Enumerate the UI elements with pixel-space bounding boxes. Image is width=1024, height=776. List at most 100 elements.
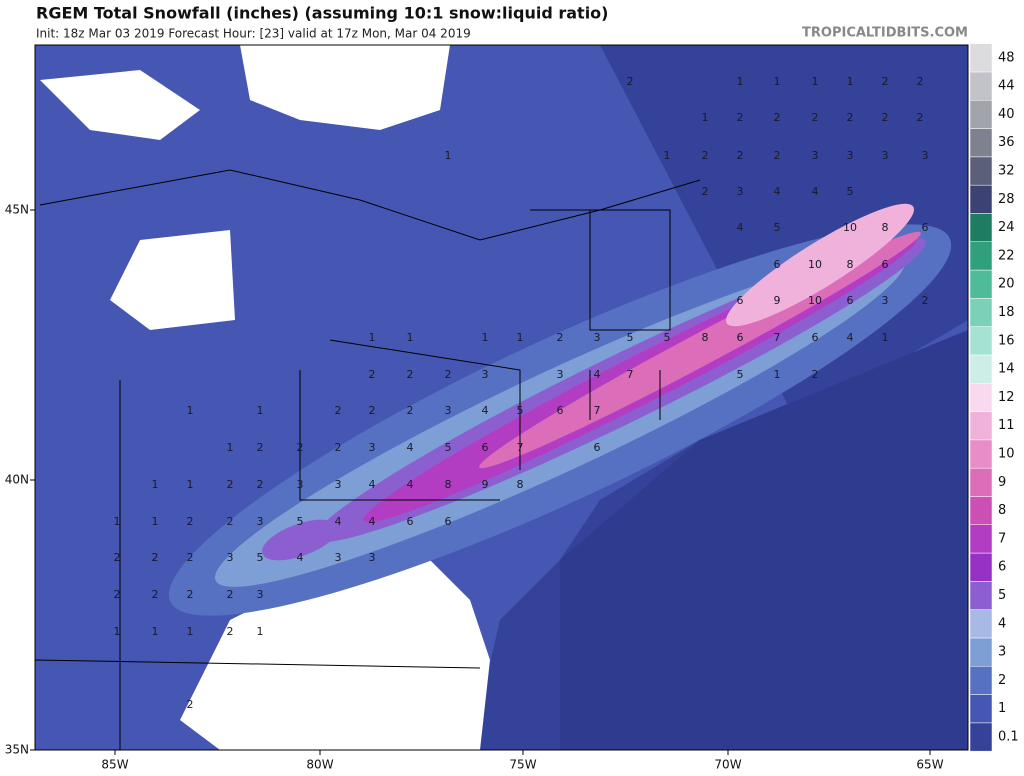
snow-amount-label: 3 (737, 185, 744, 198)
snow-amount-label: 4 (369, 515, 376, 528)
snow-amount-label: 7 (627, 368, 634, 381)
snow-amount-label: 3 (257, 515, 264, 528)
colorbar-swatch (969, 496, 993, 526)
snow-amount-label: 1 (482, 331, 489, 344)
snow-amount-label: 2 (227, 515, 234, 528)
colorbar-label: 20 (998, 277, 1015, 292)
colorbar-swatch (969, 326, 993, 356)
colorbar-label: 3 (998, 645, 1006, 660)
snow-amount-label: 2 (152, 588, 159, 601)
snow-amount-label: 8 (847, 258, 854, 271)
snow-amount-label: 2 (187, 515, 194, 528)
snow-amount-label: 6 (594, 441, 601, 454)
snow-amount-label: 6 (812, 331, 819, 344)
snow-amount-label: 1 (774, 368, 781, 381)
colorbar-label: 11 (998, 418, 1015, 433)
snow-amount-label: 6 (407, 515, 414, 528)
snow-amount-label: 6 (557, 404, 564, 417)
colorbar-label: 14 (998, 362, 1015, 377)
snow-amount-label: 3 (297, 478, 304, 491)
snow-amount-label: 2 (407, 368, 414, 381)
snow-amount-label: 6 (482, 441, 489, 454)
colorbar-swatch (969, 383, 993, 412)
snow-amount-label: 7 (774, 331, 781, 344)
colorbar-swatch (969, 156, 993, 186)
snow-amount-label: 2 (335, 404, 342, 417)
colorbar-label: 5 (998, 588, 1006, 603)
snow-amount-label: 2 (737, 149, 744, 162)
snow-amount-label: 4 (774, 185, 781, 198)
snow-amount-label: 6 (737, 331, 744, 344)
snow-amount-label: 2 (114, 588, 121, 601)
snow-amount-label: 1 (445, 149, 452, 162)
snow-amount-label: 5 (297, 515, 304, 528)
snow-amount-label: 3 (557, 368, 564, 381)
subtitle: Init: 18z Mar 03 2019 Forecast Hour: [23… (36, 27, 471, 41)
colorbar-swatch (969, 609, 993, 639)
lat-label: 35N (5, 743, 29, 757)
snow-amount-label: 8 (882, 221, 889, 234)
snow-amount-label: 3 (882, 149, 889, 162)
lon-label: 85W (101, 758, 128, 772)
colorbar-swatch (969, 100, 993, 129)
snow-amount-label: 9 (482, 478, 489, 491)
snow-amount-label: 2 (627, 75, 634, 88)
snow-amount-label: 8 (445, 478, 452, 491)
snow-amount-label: 2 (227, 478, 234, 491)
snow-amount-label: 2 (369, 404, 376, 417)
snow-amount-label: 4 (407, 441, 414, 454)
snow-amount-label: 4 (482, 404, 489, 417)
snow-amount-label: 1 (152, 478, 159, 491)
colorbar-swatch (969, 184, 993, 214)
snow-amount-label: 2 (257, 478, 264, 491)
lon-label: 75W (509, 758, 536, 772)
colorbar-swatch (969, 637, 993, 667)
snow-amount-label: 1 (407, 331, 414, 344)
snow-amount-label: 1 (152, 515, 159, 528)
snow-amount-label: 3 (335, 478, 342, 491)
snow-amount-label: 5 (774, 221, 781, 234)
snow-amount-label: 2 (257, 441, 264, 454)
snow-amount-label: 1 (882, 331, 889, 344)
snow-amount-label: 2 (702, 149, 709, 162)
colorbar-label: 6 (998, 560, 1006, 575)
snow-amount-label: 2 (917, 111, 924, 124)
colorbar-swatch (969, 467, 993, 497)
snow-amount-label: 3 (369, 551, 376, 564)
snow-amount-label: 2 (774, 149, 781, 162)
snow-amount-label: 2 (187, 551, 194, 564)
snow-amount-label: 2 (187, 698, 194, 711)
snow-amount-label: 5 (445, 441, 452, 454)
colorbar-swatch (969, 694, 993, 724)
snow-amount-label: 10 (808, 258, 822, 271)
snow-amount-label: 2 (882, 75, 889, 88)
snow-amount-label: 2 (847, 111, 854, 124)
snow-amount-label: 7 (594, 404, 601, 417)
colorbar-label: 10 (998, 447, 1015, 462)
snow-amount-label: 2 (152, 551, 159, 564)
map (35, 45, 968, 750)
snow-amount-label: 4 (335, 515, 342, 528)
colorbar-swatch (969, 411, 993, 441)
snow-amount-label: 1 (774, 75, 781, 88)
snow-amount-label: 2 (114, 551, 121, 564)
snow-amount-label: 1 (369, 331, 376, 344)
colorbar-label: 28 (998, 192, 1015, 207)
snow-amount-label: 4 (594, 368, 601, 381)
colorbar-label: 40 (998, 107, 1015, 122)
lon-label: 80W (306, 758, 333, 772)
snow-amount-label: 2 (187, 588, 194, 601)
colorbar-label: 8 (998, 503, 1006, 518)
title: RGEM Total Snowfall (inches) (assuming 1… (36, 4, 608, 23)
colorbar-label: 7 (998, 531, 1006, 546)
snow-amount-label: 1 (187, 478, 194, 491)
colorbar-swatch (969, 213, 993, 242)
snow-amount-label: 5 (257, 551, 264, 564)
snow-amount-label: 5 (664, 331, 671, 344)
colorbar-label: 36 (998, 135, 1015, 150)
colorbar-label: 32 (998, 164, 1015, 179)
colorbar-label: 18 (998, 305, 1015, 320)
colorbar-swatch (969, 354, 993, 384)
snow-amount-label: 1 (847, 75, 854, 88)
lat-label: 45N (5, 203, 29, 217)
